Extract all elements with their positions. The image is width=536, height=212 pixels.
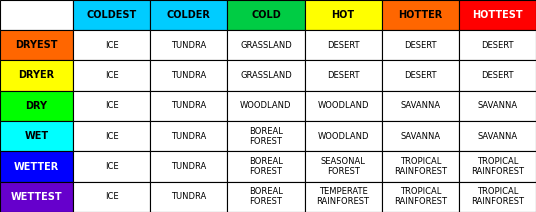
Text: SAVANNA: SAVANNA bbox=[400, 132, 440, 141]
Text: SAVANNA: SAVANNA bbox=[400, 101, 440, 110]
Text: TUNDRA: TUNDRA bbox=[171, 162, 206, 171]
Bar bbox=[227, 30, 304, 60]
Text: GRASSLAND: GRASSLAND bbox=[240, 41, 292, 50]
Bar bbox=[459, 182, 536, 212]
Bar bbox=[304, 30, 382, 60]
Bar bbox=[382, 0, 459, 30]
Text: ICE: ICE bbox=[105, 192, 118, 201]
Bar bbox=[0, 121, 73, 151]
Text: WOODLAND: WOODLAND bbox=[317, 132, 369, 141]
Text: TROPICAL
RAINFOREST: TROPICAL RAINFOREST bbox=[471, 187, 524, 206]
Text: ICE: ICE bbox=[105, 162, 118, 171]
Bar bbox=[227, 182, 304, 212]
Text: TROPICAL
RAINFOREST: TROPICAL RAINFOREST bbox=[471, 157, 524, 176]
Text: COLDER: COLDER bbox=[167, 10, 211, 20]
Text: DESERT: DESERT bbox=[327, 71, 359, 80]
Bar bbox=[227, 121, 304, 151]
Text: ICE: ICE bbox=[105, 132, 118, 141]
Bar bbox=[0, 60, 73, 91]
Text: COLDEST: COLDEST bbox=[86, 10, 137, 20]
Bar bbox=[227, 60, 304, 91]
Text: HOTTER: HOTTER bbox=[398, 10, 442, 20]
Text: TEMPERATE
RAINFOREST: TEMPERATE RAINFOREST bbox=[317, 187, 370, 206]
Bar bbox=[73, 121, 150, 151]
Text: DESERT: DESERT bbox=[404, 71, 436, 80]
Text: TROPICAL
RAINFOREST: TROPICAL RAINFOREST bbox=[394, 157, 446, 176]
Bar bbox=[73, 0, 150, 30]
Text: WETTEST: WETTEST bbox=[11, 192, 62, 202]
Text: HOTTEST: HOTTEST bbox=[472, 10, 523, 20]
Text: TUNDRA: TUNDRA bbox=[171, 192, 206, 201]
Text: HOT: HOT bbox=[332, 10, 355, 20]
Bar bbox=[150, 0, 227, 30]
Bar bbox=[0, 182, 73, 212]
Text: ICE: ICE bbox=[105, 101, 118, 110]
Bar bbox=[73, 151, 150, 182]
Bar bbox=[73, 91, 150, 121]
Text: SAVANNA: SAVANNA bbox=[478, 101, 517, 110]
Bar bbox=[304, 151, 382, 182]
Bar bbox=[382, 121, 459, 151]
Bar bbox=[73, 30, 150, 60]
Text: DESERT: DESERT bbox=[481, 41, 513, 50]
Bar bbox=[459, 0, 536, 30]
Bar bbox=[304, 60, 382, 91]
Text: TUNDRA: TUNDRA bbox=[171, 132, 206, 141]
Text: TROPICAL
RAINFOREST: TROPICAL RAINFOREST bbox=[394, 187, 446, 206]
Bar bbox=[382, 30, 459, 60]
Text: DRYEST: DRYEST bbox=[15, 40, 58, 50]
Bar bbox=[150, 30, 227, 60]
Bar bbox=[150, 151, 227, 182]
Text: COLD: COLD bbox=[251, 10, 281, 20]
Bar bbox=[73, 60, 150, 91]
Bar bbox=[0, 0, 73, 30]
Bar bbox=[459, 91, 536, 121]
Bar bbox=[382, 151, 459, 182]
Text: WETTER: WETTER bbox=[14, 162, 59, 172]
Text: GRASSLAND: GRASSLAND bbox=[240, 71, 292, 80]
Text: TUNDRA: TUNDRA bbox=[171, 71, 206, 80]
Text: DRYER: DRYER bbox=[18, 71, 55, 81]
Text: TUNDRA: TUNDRA bbox=[171, 41, 206, 50]
Bar bbox=[382, 60, 459, 91]
Text: BOREAL
FOREST: BOREAL FOREST bbox=[249, 157, 283, 176]
Bar bbox=[150, 182, 227, 212]
Text: WOODLAND: WOODLAND bbox=[317, 101, 369, 110]
Bar bbox=[73, 182, 150, 212]
Bar bbox=[150, 60, 227, 91]
Bar bbox=[382, 182, 459, 212]
Text: DESERT: DESERT bbox=[327, 41, 359, 50]
Bar bbox=[150, 121, 227, 151]
Text: DESERT: DESERT bbox=[481, 71, 513, 80]
Bar bbox=[459, 60, 536, 91]
Bar bbox=[304, 91, 382, 121]
Bar bbox=[459, 30, 536, 60]
Bar bbox=[0, 151, 73, 182]
Bar bbox=[150, 91, 227, 121]
Bar bbox=[0, 30, 73, 60]
Text: ICE: ICE bbox=[105, 41, 118, 50]
Text: BOREAL
FOREST: BOREAL FOREST bbox=[249, 127, 283, 145]
Text: SEASONAL
FOREST: SEASONAL FOREST bbox=[321, 157, 366, 176]
Text: DRY: DRY bbox=[26, 101, 48, 111]
Text: SAVANNA: SAVANNA bbox=[478, 132, 517, 141]
Text: WET: WET bbox=[25, 131, 49, 141]
Text: ICE: ICE bbox=[105, 71, 118, 80]
Text: BOREAL
FOREST: BOREAL FOREST bbox=[249, 187, 283, 206]
Bar bbox=[304, 182, 382, 212]
Bar bbox=[227, 91, 304, 121]
Bar bbox=[459, 151, 536, 182]
Bar bbox=[227, 151, 304, 182]
Text: WOODLAND: WOODLAND bbox=[240, 101, 292, 110]
Bar bbox=[227, 0, 304, 30]
Bar bbox=[304, 121, 382, 151]
Text: TUNDRA: TUNDRA bbox=[171, 101, 206, 110]
Bar bbox=[304, 0, 382, 30]
Bar bbox=[382, 91, 459, 121]
Bar bbox=[459, 121, 536, 151]
Bar bbox=[0, 91, 73, 121]
Text: DESERT: DESERT bbox=[404, 41, 436, 50]
